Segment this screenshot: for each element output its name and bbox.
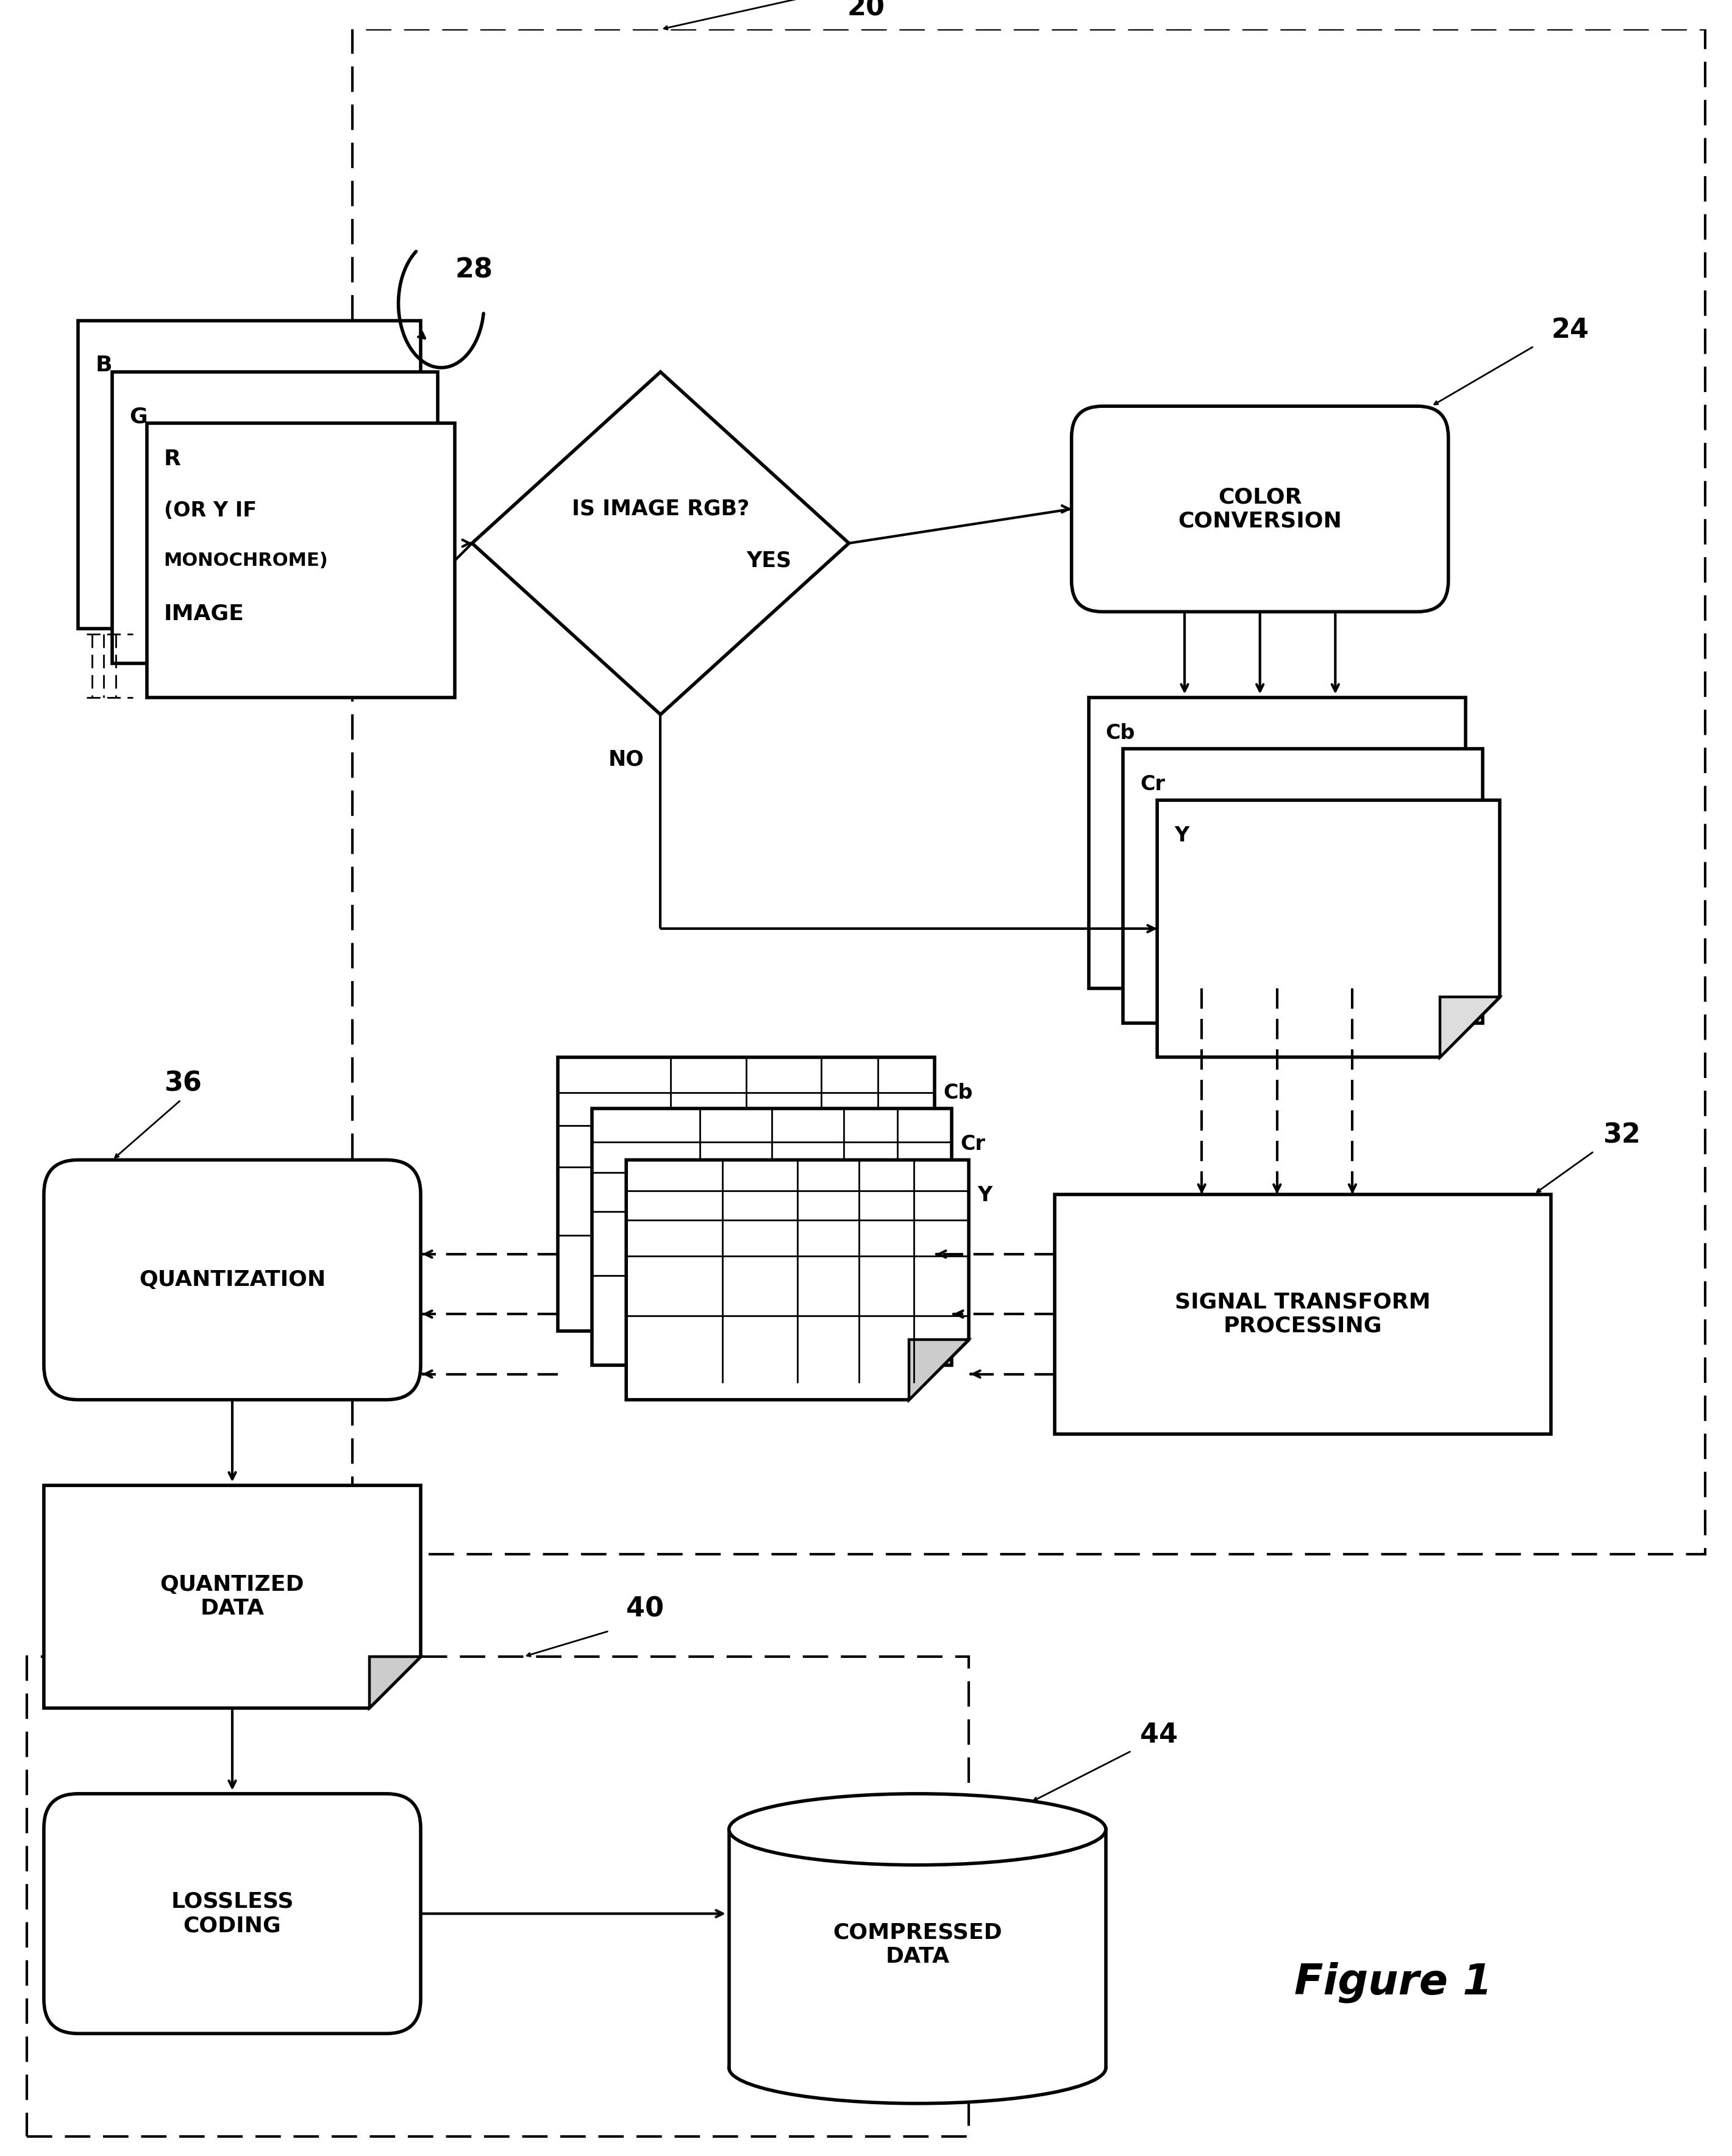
Polygon shape [473,373,849,714]
Bar [352,30,1706,1554]
Polygon shape [1157,800,1500,1056]
Text: Y: Y [1174,826,1190,845]
Bar [729,2033,1105,2068]
Text: 40: 40 [627,1595,663,1623]
Bar [26,1656,968,2137]
Text: 20: 20 [847,0,885,22]
Polygon shape [369,1656,421,1708]
Text: SIGNAL TRANSFORM
PROCESSING: SIGNAL TRANSFORM PROCESSING [1174,1291,1431,1337]
Bar [729,1828,1105,2068]
Bar [147,423,456,696]
Text: Figure 1: Figure 1 [1294,1962,1491,2003]
FancyBboxPatch shape [1072,405,1448,612]
Text: Y: Y [977,1186,992,1205]
Text: 32: 32 [1602,1121,1640,1149]
Text: COMPRESSED
DATA: COMPRESSED DATA [833,1923,1003,1966]
Bar [592,1108,951,1365]
Bar [113,373,438,664]
Text: LOSSLESS
CODING: LOSSLESS CODING [171,1891,294,1936]
FancyBboxPatch shape [43,1794,421,2033]
Text: Cb: Cb [944,1082,973,1104]
Bar [1055,1194,1552,1434]
Ellipse shape [729,1794,1105,1865]
Polygon shape [1439,998,1500,1056]
Text: (OR Y IF: (OR Y IF [165,500,256,520]
Text: IS IMAGE RGB?: IS IMAGE RGB? [572,498,750,520]
Text: YES: YES [746,550,792,571]
Text: 44: 44 [1140,1723,1178,1749]
Text: G: G [130,405,147,427]
Polygon shape [43,1485,421,1708]
Text: 24: 24 [1552,317,1588,343]
Text: R: R [165,448,180,470]
Text: Cr: Cr [960,1134,986,1153]
Text: QUANTIZED
DATA: QUANTIZED DATA [159,1574,305,1619]
Text: Cr: Cr [1140,774,1166,796]
Text: NO: NO [608,748,644,770]
Bar [1122,748,1483,1022]
Text: 36: 36 [165,1072,201,1097]
Text: COLOR
CONVERSION: COLOR CONVERSION [1178,487,1342,530]
Text: 28: 28 [456,257,492,282]
Text: IMAGE: IMAGE [165,604,244,623]
Text: Cb: Cb [1105,722,1134,744]
Bar [78,321,421,630]
Text: MONOCHROME): MONOCHROME) [165,552,327,569]
Ellipse shape [729,2033,1105,2104]
Text: B: B [95,356,113,375]
FancyBboxPatch shape [43,1160,421,1399]
Bar [558,1056,935,1330]
Polygon shape [627,1160,968,1399]
Polygon shape [909,1339,968,1399]
Bar [1089,696,1465,990]
Text: QUANTIZATION: QUANTIZATION [139,1270,326,1289]
